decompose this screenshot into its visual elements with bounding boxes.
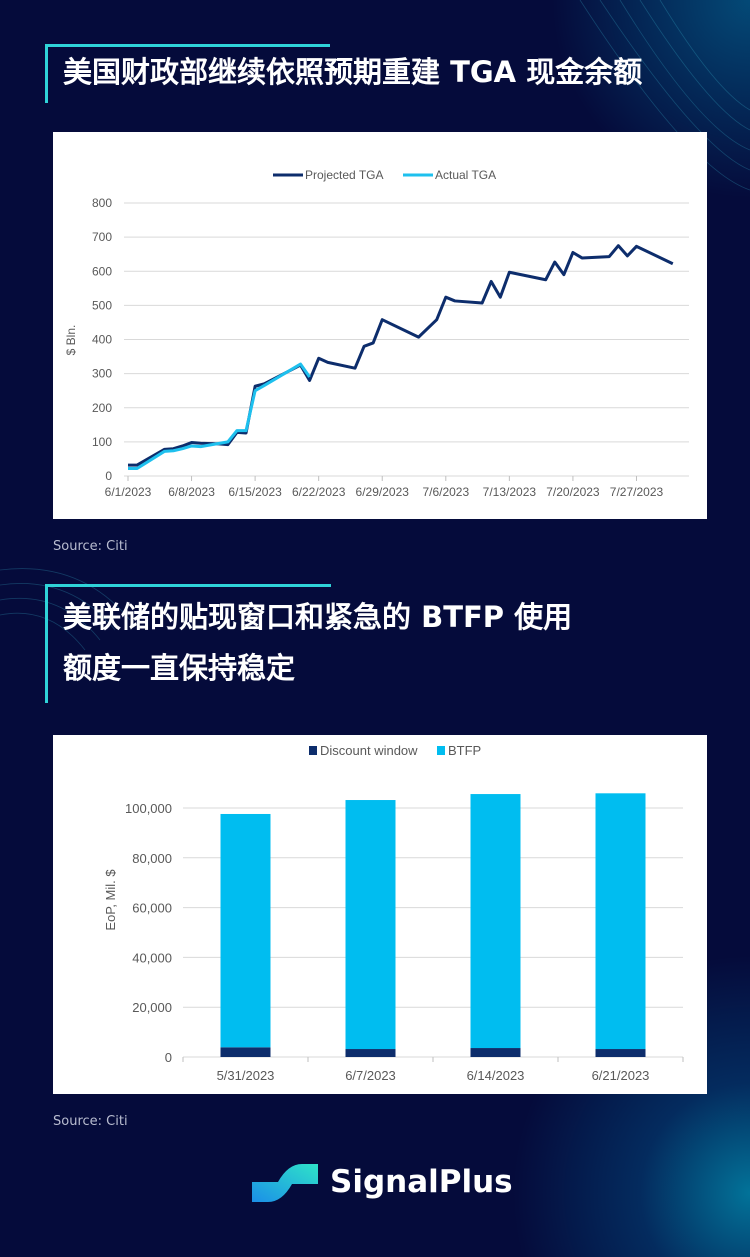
y-tick-label: 60,000 [132,901,172,916]
x-tick-label: 6/7/2023 [345,1068,396,1083]
legend-label: BTFP [448,743,481,758]
legend-swatch [309,746,317,755]
y-tick-label: 200 [92,401,112,415]
series-line-projected-tga [128,244,674,467]
x-tick-label: 7/6/2023 [422,485,469,499]
x-tick-label: 6/1/2023 [105,485,152,499]
legend-label: Projected TGA [305,168,383,182]
x-tick-label: 6/15/2023 [228,485,282,499]
y-tick-label: 0 [105,469,112,483]
x-tick-label: 5/31/2023 [217,1068,275,1083]
y-tick-label: 80,000 [132,851,172,866]
brand-name: SignalPlus [330,1164,513,1200]
section1-title-block: 美国财政部继续依照预期重建 TGA 现金余额 [63,55,642,90]
x-tick-label: 7/27/2023 [610,485,664,499]
lending-chart-svg: 0 20,000 40,000 60,000 80,000 100,000 5/31/202… [103,743,684,1083]
source-note: Source: Citi [53,1114,128,1129]
bar-discount-window [220,1047,271,1057]
tga-chart-svg: 0 100 200 300 400 500 600 700 800 6/1/2023 6/8/202… [64,168,689,499]
section2-title-block: 美联储的贴现窗口和紧急的 BTFP 使用 额度一直保持稳定 [63,600,572,686]
y-tick-label: 800 [92,196,112,210]
legend-label: Actual TGA [435,168,496,182]
legend-label: Discount window [320,743,418,758]
y-tick-label: 40,000 [132,950,172,965]
lending-chart: 0 20,000 40,000 60,000 80,000 100,000 5/31/202… [53,735,707,1094]
bar-discount-window [345,1049,396,1057]
y-tick-label: 700 [92,230,112,244]
y-tick-label: 20,000 [132,1000,172,1015]
y-tick-label: 0 [165,1050,172,1065]
section2-title-line2: 额度一直保持稳定 [63,650,296,685]
legend-swatch [437,746,445,755]
x-tick-label: 6/14/2023 [467,1068,525,1083]
x-tick-label: 6/21/2023 [592,1068,650,1083]
bar-discount-window [470,1048,521,1057]
title-bracket [45,44,330,103]
signalplus-logo: SignalPlus [252,1160,513,1204]
bar-discount-window [595,1049,646,1057]
y-tick-label: 500 [92,298,112,312]
bar-btfp [345,800,396,1050]
series-line-actual-tga [128,362,311,470]
y-tick-label: 400 [92,333,112,347]
x-tick-label: 7/13/2023 [483,485,537,499]
x-tick-label: 6/29/2023 [356,485,410,499]
section1-title: 美国财政部继续依照预期重建 TGA 现金余额 [63,55,643,89]
title-bracket [45,584,331,703]
signalplus-logo-icon [252,1164,318,1202]
y-axis-label: EoP, Mil. $ [103,869,118,931]
y-axis-label: $ Bln. [64,325,78,356]
bar-btfp [595,793,646,1050]
bar-btfp [470,794,521,1049]
y-tick-label: 300 [92,367,112,381]
x-tick-label: 7/20/2023 [546,485,600,499]
y-tick-label: 600 [92,264,112,278]
y-tick-label: 100 [92,435,112,449]
bar-btfp [220,813,271,1048]
section2-title-line1: 美联储的贴现窗口和紧急的 BTFP 使用 [63,600,573,634]
x-tick-label: 6/8/2023 [168,485,215,499]
source-note: Source: Citi [53,539,128,554]
x-tick-label: 6/22/2023 [292,485,346,499]
y-tick-label: 100,000 [125,801,172,816]
tga-chart: 0 100 200 300 400 500 600 700 800 6/1/2023 6/8/202… [53,132,707,519]
